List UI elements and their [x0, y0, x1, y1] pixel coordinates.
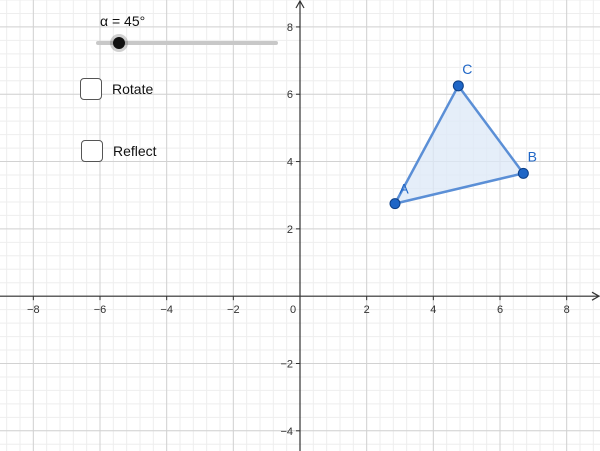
x-tick-label: 0 — [290, 304, 296, 316]
point-a[interactable] — [389, 198, 401, 210]
tick-labels: −8 −6 −4 −2 0 2 4 6 8 −4 −2 2 4 6 8 — [27, 22, 570, 438]
alpha-slider[interactable]: α = 45° — [96, 8, 282, 54]
alpha-slider-knob[interactable] — [112, 37, 125, 49]
y-tick-label: −4 — [280, 426, 293, 438]
alpha-slider-track[interactable] — [96, 41, 278, 45]
x-axis-arrow — [591, 291, 600, 301]
rotate-checkbox[interactable]: Rotate — [80, 78, 153, 100]
x-tick-label: −6 — [94, 304, 107, 316]
point-label-b: B — [528, 148, 537, 164]
x-tick-label: −2 — [227, 304, 240, 316]
y-axis-arrow — [295, 0, 305, 9]
y-tick-label: 4 — [287, 157, 293, 169]
y-tick-label: 6 — [287, 89, 293, 101]
rotate-checkbox-label: Rotate — [112, 81, 154, 97]
reflect-checkbox-label: Reflect — [113, 143, 157, 159]
x-tick-label: −4 — [160, 304, 173, 316]
y-tick-label: −2 — [280, 358, 293, 370]
x-tick-label: 4 — [430, 304, 436, 316]
x-tick-label: 2 — [364, 304, 370, 316]
point-b[interactable] — [517, 167, 529, 179]
point-label-c: C — [462, 61, 472, 77]
point-label-a: A — [399, 181, 409, 197]
triangle-abc[interactable]: A B C — [389, 61, 537, 210]
alpha-slider-label: α = 45° — [100, 13, 146, 29]
point-c[interactable] — [452, 80, 464, 92]
reflect-checkbox-box[interactable] — [81, 140, 103, 162]
x-tick-label: 6 — [497, 304, 503, 316]
reflect-checkbox[interactable]: Reflect — [81, 140, 157, 162]
rotate-checkbox-box[interactable] — [80, 78, 102, 100]
triangle-polygon[interactable] — [393, 84, 525, 205]
x-tick-label: 8 — [564, 304, 570, 316]
x-tick-label: −8 — [27, 304, 40, 316]
y-tick-label: 8 — [287, 22, 293, 34]
y-tick-label: 2 — [287, 224, 293, 236]
